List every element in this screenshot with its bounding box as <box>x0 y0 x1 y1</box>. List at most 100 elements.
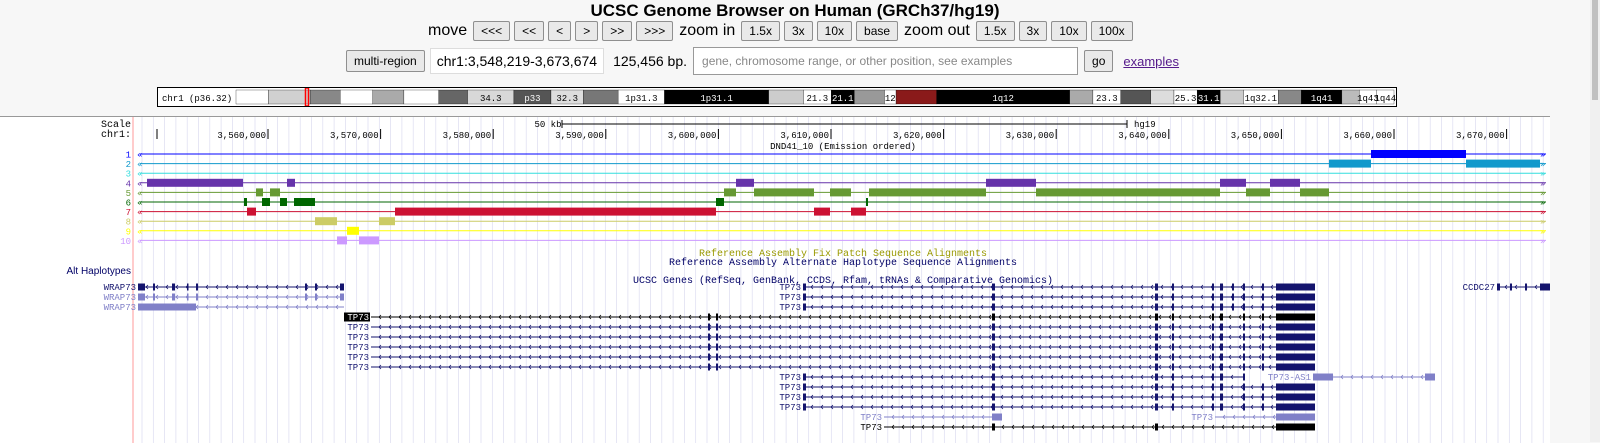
gene-strand-arrow-icon <box>508 324 512 330</box>
gene-strand-arrow-icon <box>960 374 964 380</box>
ideogram-band <box>583 89 619 105</box>
track-image[interactable]: Scale chr1: 50 kb hg19 3,560,000 3,570,00… <box>0 116 1550 443</box>
gene-strand-arrow-icon <box>1138 364 1142 370</box>
gene-exon <box>992 373 995 381</box>
gene-strand-arrow-icon <box>1048 364 1052 370</box>
gene-exon <box>992 353 995 361</box>
gene-strand-arrow-icon <box>810 394 814 400</box>
gene-strand-arrow-icon <box>698 334 702 340</box>
gene-strand-arrow-icon <box>810 294 814 300</box>
gene-exon <box>340 293 344 301</box>
chromhmm-track[interactable]: 1 « » 2 « » 3 « » 4 « » 5 « » 6 « » 7 « » 8 « » 9 « » 10 « » <box>120 150 1546 247</box>
gene-strand-arrow-icon <box>285 304 289 310</box>
gene-strand-arrow-icon <box>1148 344 1152 350</box>
gene-strand-arrow-icon <box>558 314 562 320</box>
gene-strand-arrow-icon <box>830 384 834 390</box>
zoom-out-1-5x-button[interactable]: 1.5x <box>975 21 1015 41</box>
move-far-left-button[interactable]: <<< <box>473 21 511 41</box>
gene-strand-arrow-icon <box>868 314 872 320</box>
gene-strand-arrow-icon <box>628 364 632 370</box>
gene-strand-arrow-icon <box>1048 314 1052 320</box>
gene-strand-arrow-icon <box>1180 384 1184 390</box>
gene-strand-arrow-icon <box>1270 284 1274 290</box>
gene-strand-arrow-icon <box>738 334 742 340</box>
gene-strand-arrow-icon <box>165 294 169 300</box>
gene-strand-arrow-icon <box>1038 364 1042 370</box>
gene-strand-arrow-icon <box>1410 374 1414 380</box>
gene-strand-arrow-icon <box>728 344 732 350</box>
zoom-out-10x-button[interactable]: 10x <box>1051 21 1087 41</box>
zoom-in-1-5x-button[interactable]: 1.5x <box>741 21 780 41</box>
zoom-out-3x-button[interactable]: 3x <box>1018 21 1048 41</box>
zoom-in-base-button[interactable]: base <box>856 21 899 41</box>
scale-bar-label: 50 kb <box>534 120 561 130</box>
gene-strand-arrow-icon <box>1030 404 1034 410</box>
position-tick-label: 3,590,000 <box>555 131 604 141</box>
gene-strand-arrow-icon <box>891 414 895 420</box>
go-button[interactable]: go <box>1084 50 1114 72</box>
gene-strand-arrow-icon <box>888 334 892 340</box>
move-step-right-button[interactable]: > <box>575 21 599 41</box>
gene-strand-arrow-icon <box>828 344 832 350</box>
gene-strand-arrow-icon <box>1060 404 1064 410</box>
gene-strand-arrow-icon <box>518 334 522 340</box>
gene-strand-arrow-icon <box>978 354 982 360</box>
gene-strand-arrow-icon <box>245 294 249 300</box>
move-far-right-button[interactable]: >>> <box>636 21 674 41</box>
gene-strand-arrow-icon <box>1008 364 1012 370</box>
gene-strand-arrow-icon <box>658 324 662 330</box>
gene-strand-arrow-icon <box>968 324 972 330</box>
ideogram-band-label: 12 <box>885 94 896 104</box>
gene-strand-arrow-icon <box>908 344 912 350</box>
ideogram-band <box>403 89 439 105</box>
multi-region-button[interactable]: multi-region <box>346 50 425 72</box>
gene-exon <box>1243 363 1245 371</box>
gene-strand-arrow-icon <box>255 284 259 290</box>
gene-strand-arrow-icon <box>538 344 542 350</box>
gene-strand-arrow-icon <box>830 374 834 380</box>
scrollbar-thumb[interactable] <box>1592 0 1598 100</box>
gene-strand-arrow-icon <box>941 414 945 420</box>
gene-strand-arrow-icon <box>968 354 972 360</box>
gene-strand-arrow-icon <box>820 404 824 410</box>
move-step-left-button[interactable]: < <box>548 21 572 41</box>
gene-strand-arrow-icon <box>738 314 742 320</box>
chromhmm-block <box>379 217 395 226</box>
zoom-in-3x-button[interactable]: 3x <box>783 21 813 41</box>
gene-strand-arrow-icon <box>1090 374 1094 380</box>
gene-strand-arrow-icon <box>970 284 974 290</box>
gene-exon <box>1232 293 1234 301</box>
chromhmm-right-arrow-icon: » <box>1540 227 1546 237</box>
gene-strand-arrow-icon <box>1232 414 1236 420</box>
gene-strand-arrow-icon <box>1071 424 1075 430</box>
gene-strand-arrow-icon <box>920 374 924 380</box>
gene-strand-arrow-icon <box>860 374 864 380</box>
gene-strand-arrow-icon <box>1252 414 1256 420</box>
gene-strand-arrow-icon <box>1190 284 1194 290</box>
gene-strand-arrow-icon <box>981 424 985 430</box>
gene-strand-arrow-icon <box>848 324 852 330</box>
zoom-out-100x-button[interactable]: 100x <box>1090 21 1133 41</box>
gene-strand-arrow-icon <box>1038 324 1042 330</box>
gene-strand-arrow-icon <box>1150 284 1154 290</box>
ucsc-genes-track[interactable]: WRAP73WRAP73WRAP73TP73TP73TP73CCDC27TP73… <box>104 283 1550 433</box>
gene-strand-arrow-icon <box>1030 304 1034 310</box>
gene-strand-arrow-icon <box>498 344 502 350</box>
examples-link[interactable]: examples <box>1123 53 1180 69</box>
gene-strand-arrow-icon <box>950 394 954 400</box>
search-input[interactable]: gene, chromosome range, or other positio… <box>693 47 1079 75</box>
move-left-button[interactable]: << <box>514 21 545 41</box>
zoom-in-10x-button[interactable]: 10x <box>816 21 853 41</box>
gene-strand-arrow-icon <box>1268 344 1272 350</box>
ideogram-band-label: 25.3 <box>1175 94 1197 104</box>
gene-strand-arrow-icon <box>1118 334 1122 340</box>
gene-exon <box>1276 353 1315 361</box>
move-right-button[interactable]: >> <box>602 21 633 41</box>
chromhmm-right-arrow-icon: » <box>1540 237 1546 247</box>
chromosome-ideogram[interactable]: chr1 (p36.32) 34.3 p33 32.3 1p31.3 1p31.1 21.… <box>157 87 1397 107</box>
gene-strand-arrow-icon <box>1178 324 1182 330</box>
gene-label: WRAP73 <box>104 283 136 293</box>
gene-strand-arrow-icon <box>808 314 812 320</box>
gene-strand-arrow-icon <box>1130 284 1134 290</box>
page-scrollbar[interactable] <box>1590 0 1600 442</box>
